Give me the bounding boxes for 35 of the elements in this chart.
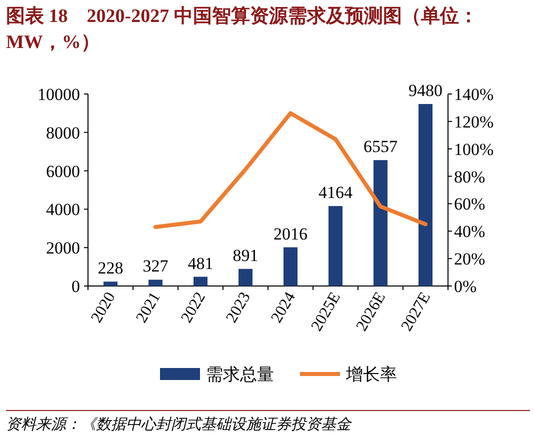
y-tick-label: 6000 — [46, 162, 80, 181]
y-tick-label: 10000 — [38, 85, 80, 104]
data-label: 2016 — [274, 224, 308, 244]
data-label: 327 — [142, 256, 169, 276]
data-label: 891 — [232, 246, 258, 265]
y-tick-label: 2000 — [46, 238, 80, 258]
legend-label: 需求总量 — [206, 365, 274, 385]
y2-tick-label: 120% — [454, 112, 494, 132]
line-series — [154, 111, 428, 230]
text: 资料来源：《数据中心封闭式基础设施证券投资基金 — [6, 410, 530, 434]
bar — [194, 276, 208, 286]
y2-tick-label: 100% — [454, 140, 494, 159]
y2-tick-label: 80% — [454, 167, 486, 186]
y2-tick-label: 40% — [454, 222, 486, 242]
data-label: 6557 — [364, 137, 398, 156]
bar — [238, 268, 252, 286]
bar — [374, 160, 388, 286]
data-label: 228 — [98, 258, 124, 278]
y2-tick-label: 140% — [454, 85, 494, 104]
y2-tick-label: 60% — [454, 194, 486, 214]
bar — [148, 280, 162, 286]
data-label: 9480 — [408, 80, 442, 100]
bar — [418, 104, 432, 286]
legend-label: 增长率 — [345, 365, 397, 385]
y-tick-label: 0 — [72, 277, 80, 296]
data-label: 481 — [188, 254, 214, 273]
y2-tick-label: 20% — [454, 250, 486, 269]
bar — [284, 247, 298, 286]
title: 图表 18 2020-2027 中国智算资源需求及预测图（单位：MW，%） — [6, 5, 479, 55]
y-tick-label: 4000 — [46, 200, 80, 220]
y-tick-label: 8000 — [46, 123, 80, 142]
bar — [328, 206, 342, 286]
y2-tick-label: 0% — [454, 277, 477, 296]
bar — [104, 282, 118, 286]
data-label: 4164 — [318, 183, 353, 202]
